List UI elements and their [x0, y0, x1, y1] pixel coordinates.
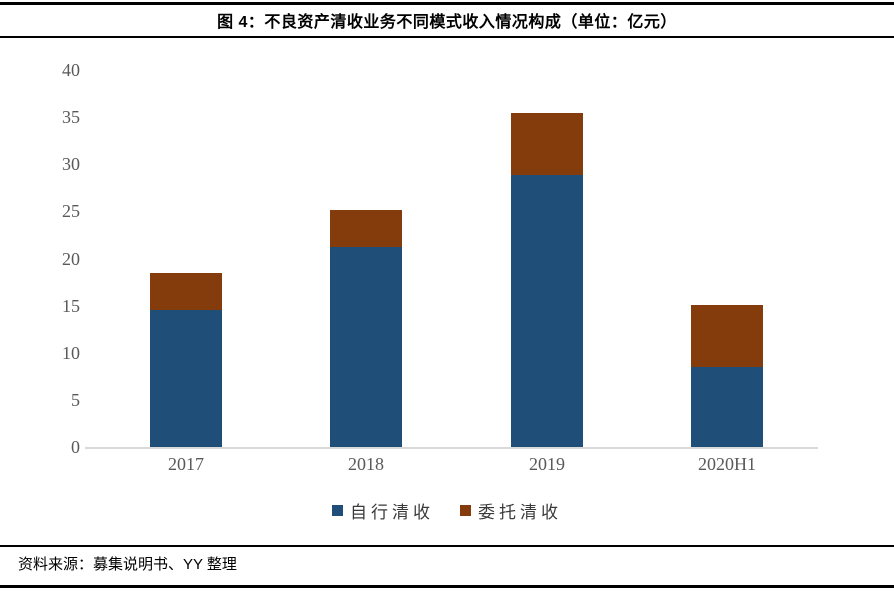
- y-tick-label: 0: [71, 437, 80, 457]
- x-tick-label: 2020H1: [698, 454, 756, 474]
- y-tick-label: 20: [62, 248, 80, 269]
- bar-segment-entrusted-collection: [150, 272, 222, 311]
- top-border-rule: [0, 2, 894, 5]
- y-tick-label: 5: [71, 389, 80, 410]
- bar-segment-entrusted-collection: [691, 304, 763, 367]
- chart-title: 图 4：不良资产清收业务不同模式收入情况构成（单位：亿元）: [217, 14, 677, 31]
- title-divider-rule: [0, 36, 894, 38]
- bar-segment-self-collection: [330, 247, 402, 447]
- legend-swatch-icon: [332, 504, 343, 516]
- y-tick-label: 15: [62, 295, 80, 316]
- bottom-border-rule: [0, 585, 894, 588]
- footer-divider-rule: [0, 545, 894, 547]
- x-tick-label: 2019: [529, 454, 565, 474]
- x-tick-label: 2017: [168, 454, 204, 474]
- chart-legend: 自行清收 委托清收: [0, 498, 894, 522]
- legend-label: 自行清收: [350, 502, 434, 522]
- legend-label: 委托清收: [478, 502, 562, 522]
- bar-segment-self-collection: [511, 174, 583, 447]
- source-note: 资料来源：募集说明书、YY 整理: [18, 556, 237, 573]
- plot-area: 0 5 10 15 20 25 30 35 40 2017 2018 2019 2020H1: [62, 60, 818, 474]
- bar-segment-entrusted-collection: [330, 210, 402, 248]
- legend-item-self-collection: 自行清收: [332, 498, 434, 523]
- legend-item-entrusted-collection: 委托清收: [460, 498, 562, 523]
- y-tick-label: 10: [62, 342, 80, 363]
- y-tick-label: 25: [62, 201, 80, 222]
- y-tick-label: 35: [62, 107, 80, 128]
- bar-segment-self-collection: [150, 310, 222, 447]
- y-tick-label: 40: [62, 60, 80, 80]
- y-tick-label: 30: [62, 154, 80, 175]
- bar-segment-self-collection: [691, 366, 763, 447]
- x-tick-label: 2018: [348, 454, 384, 474]
- legend-swatch-icon: [460, 504, 471, 516]
- x-axis-line: [85, 447, 818, 449]
- bar-segment-entrusted-collection: [511, 113, 583, 175]
